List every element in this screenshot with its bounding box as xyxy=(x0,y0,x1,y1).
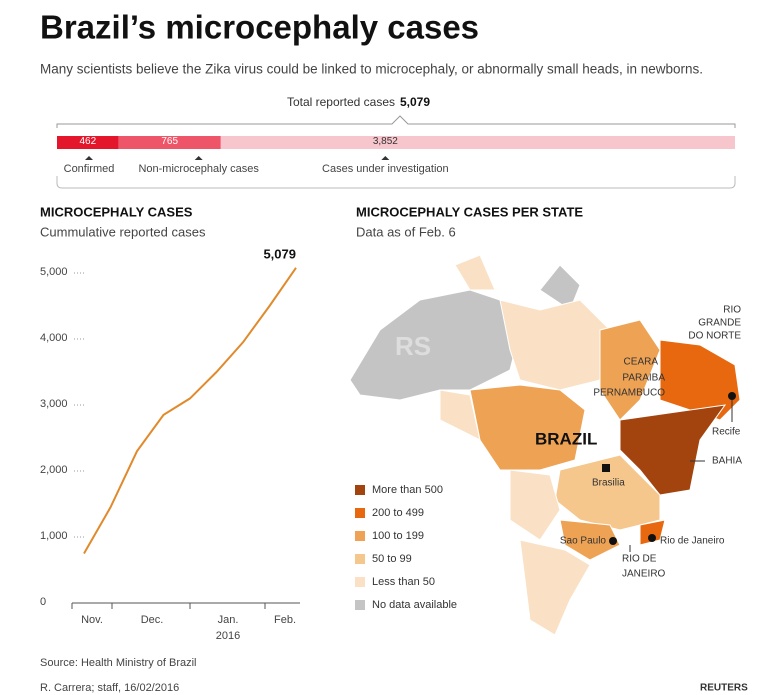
total-label: Total reported cases xyxy=(287,95,395,109)
legend-label: 200 to 499 xyxy=(372,507,424,519)
y-tick-label: 5,000 xyxy=(40,266,68,278)
map-heading: MICROCEPHALY CASES PER STATE xyxy=(356,204,583,219)
region xyxy=(509,469,561,541)
bar-value: 462 xyxy=(79,136,96,147)
bar-value: 765 xyxy=(161,136,178,147)
map-label: GRANDE xyxy=(698,318,741,329)
legend-swatch xyxy=(355,600,365,610)
legend-swatch xyxy=(355,508,365,518)
region xyxy=(619,404,727,496)
map-label: Rio de Janeiro xyxy=(660,536,725,547)
map-label: Brasilia xyxy=(592,478,625,489)
x-tick-label: Feb. xyxy=(274,614,296,626)
map-label: Sao Paulo xyxy=(560,536,607,547)
total-value: 5,079 xyxy=(400,95,430,109)
legend-swatch xyxy=(355,485,365,495)
city-marker xyxy=(728,392,736,400)
region xyxy=(454,254,496,291)
pointer xyxy=(85,156,93,160)
legend-label: More than 500 xyxy=(372,484,443,496)
bar-frame xyxy=(56,176,736,189)
line xyxy=(83,267,297,554)
annotation: 5,079 xyxy=(263,246,296,261)
y-tick-label: 2,000 xyxy=(40,464,68,476)
legend-label: 100 to 199 xyxy=(372,530,424,542)
capital-marker xyxy=(602,464,610,472)
region xyxy=(519,539,591,636)
total-bracket xyxy=(56,115,736,128)
line-heading: MICROCEPHALY CASES xyxy=(40,204,193,219)
city-marker xyxy=(648,534,656,542)
y-tick-label: 4,000 xyxy=(40,332,68,344)
y-tick-label: 1,000 xyxy=(40,530,68,542)
line-subheading: Cummulative reported cases xyxy=(40,224,206,239)
bar-category: Non-microcephaly cases xyxy=(138,163,259,175)
y-tick-label: 0 xyxy=(40,596,46,608)
map-subheading: Data as of Feb. 6 xyxy=(356,224,456,239)
credit: R. Carrera; staff, 16/02/2016 xyxy=(40,682,179,694)
map-label: PERNAMBUCO xyxy=(593,388,665,399)
map-label: CEARA xyxy=(624,357,659,368)
map-label: RIO DE xyxy=(622,554,657,565)
region xyxy=(559,519,621,561)
country-label: BRAZIL xyxy=(535,429,597,448)
bar-category: Cases under investigation xyxy=(322,163,449,175)
map xyxy=(349,254,741,636)
region xyxy=(469,384,586,471)
legend-swatch xyxy=(355,531,365,541)
bar-segment xyxy=(220,136,735,149)
leader-lines xyxy=(629,400,733,552)
bar-category: Confirmed xyxy=(64,163,115,175)
city-marker xyxy=(609,537,617,545)
pointer xyxy=(381,156,390,160)
source: Source: Health Ministry of Brazil xyxy=(40,657,197,669)
title: Brazil’s microcephaly cases xyxy=(40,9,479,46)
legend-label: 50 to 99 xyxy=(372,553,412,565)
legend-label: No data available xyxy=(372,599,457,611)
x-year-label: 2016 xyxy=(216,630,240,642)
bar-segment xyxy=(57,136,119,149)
map-label: PARAIBA xyxy=(622,373,665,384)
y-tick-label: 3,000 xyxy=(40,398,68,410)
map-label: DO NORTE xyxy=(688,331,741,342)
watermark: RS xyxy=(395,331,431,361)
x-tick-label: Dec. xyxy=(141,614,164,626)
region xyxy=(349,289,521,401)
region xyxy=(599,319,661,421)
map-label: BAHIA xyxy=(712,456,742,467)
bar-value: 3,852 xyxy=(373,136,398,147)
logo: REUTERS xyxy=(700,683,748,694)
map-label: RIO xyxy=(723,305,741,316)
pointer xyxy=(194,156,203,160)
region xyxy=(639,519,666,546)
x-tick-label: Nov. xyxy=(81,614,103,626)
bar-segment xyxy=(118,136,221,149)
legend-label: Less than 50 xyxy=(372,576,435,588)
map-label: JANEIRO xyxy=(622,569,666,580)
subtitle: Many scientists believe the Zika virus c… xyxy=(40,62,703,77)
region xyxy=(659,339,741,421)
legend-swatch xyxy=(355,554,365,564)
legend-swatch xyxy=(355,577,365,587)
region xyxy=(539,264,581,311)
x-tick-label: Jan. xyxy=(218,614,239,626)
map-label: Recife xyxy=(712,427,741,438)
